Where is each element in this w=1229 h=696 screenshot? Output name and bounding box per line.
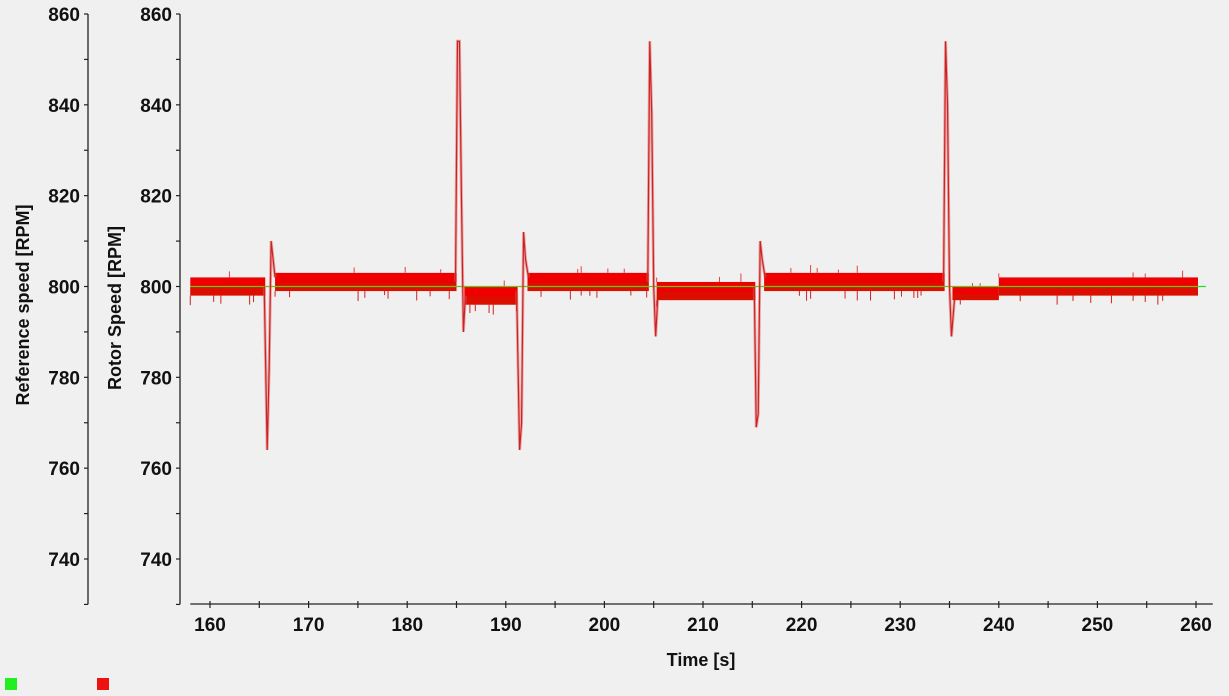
reference-speed-axis-title: Reference speed [RPM] bbox=[13, 204, 33, 405]
x-tick-label: 170 bbox=[293, 615, 325, 636]
y-tick-label: 800 bbox=[140, 278, 172, 299]
x-tick-label: 260 bbox=[1180, 615, 1212, 636]
y-tick-label: 840 bbox=[140, 96, 172, 117]
y-tick-label: 740 bbox=[140, 550, 172, 571]
y-tick-label: 740 bbox=[48, 550, 80, 571]
x-tick-label: 220 bbox=[786, 615, 818, 636]
x-tick-label: 230 bbox=[884, 615, 916, 636]
y-tick-label: 820 bbox=[140, 187, 172, 208]
y-tick-label: 860 bbox=[140, 5, 172, 26]
time-axis-title: Time [s] bbox=[667, 650, 736, 670]
plot-area bbox=[189, 39, 1206, 451]
x-tick-label: 200 bbox=[589, 615, 621, 636]
x-tick-label: 190 bbox=[490, 615, 522, 636]
x-tick-label: 210 bbox=[687, 615, 719, 636]
legend-reference-speed-swatch bbox=[5, 678, 17, 690]
y-tick-label: 820 bbox=[48, 187, 80, 208]
y-tick-label: 780 bbox=[48, 368, 80, 389]
y-tick-label: 800 bbox=[48, 278, 80, 299]
y-tick-label: 780 bbox=[140, 368, 172, 389]
y-tick-label: 860 bbox=[48, 5, 80, 26]
x-tick-label: 160 bbox=[194, 615, 226, 636]
legend-rotor-speed-swatch bbox=[97, 678, 109, 690]
time-axis: 160 170 180 190 200 210 220 230 240 250 260 bbox=[190, 601, 1213, 636]
y-tick-label: 840 bbox=[48, 96, 80, 117]
x-tick-label: 250 bbox=[1082, 615, 1114, 636]
rotor-speed-axis-title: Rotor Speed [RPM] bbox=[105, 226, 125, 390]
x-tick-label: 240 bbox=[983, 615, 1015, 636]
rotor-speed-axis: 740 760 780 800 820 840 860 bbox=[140, 5, 181, 606]
x-tick-label: 180 bbox=[391, 615, 423, 636]
y-tick-label: 760 bbox=[48, 459, 80, 480]
reference-speed-axis: 740 760 780 800 820 840 860 bbox=[48, 5, 89, 606]
y-tick-label: 760 bbox=[140, 459, 172, 480]
